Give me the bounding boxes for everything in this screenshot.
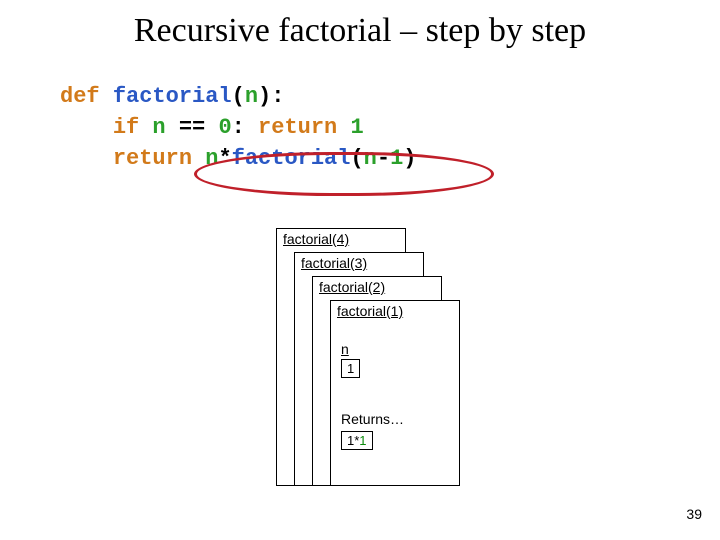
return-value-box: 1*1: [341, 431, 373, 450]
fn-name-2: factorial: [232, 146, 351, 171]
frame-3-title: factorial(1): [337, 303, 403, 319]
minus: -: [377, 146, 390, 171]
colon-2: :: [232, 115, 245, 140]
paren-open: (: [232, 84, 245, 109]
num-one: 1: [350, 115, 363, 140]
return-prefix: 1*: [347, 433, 359, 448]
paren-close: ): [258, 84, 271, 109]
frame-2-title: factorial(2): [319, 279, 385, 295]
code-block: def factorial(n): if n == 0: return 1 re…: [60, 82, 416, 174]
param-n-3: n: [205, 146, 218, 171]
var-value-box: 1: [341, 359, 360, 378]
var-label: n: [341, 341, 349, 357]
frame-0-title: factorial(4): [283, 231, 349, 247]
param-n-4: n: [364, 146, 377, 171]
param-n-2: n: [152, 115, 165, 140]
returns-label: Returns…: [341, 411, 404, 427]
frame-1-title: factorial(3): [301, 255, 367, 271]
star: *: [218, 146, 231, 171]
colon-1: :: [271, 84, 284, 109]
param-n: n: [245, 84, 258, 109]
return-suffix: 1: [359, 433, 366, 448]
fn-name: factorial: [113, 84, 232, 109]
kw-return-1: return: [258, 115, 337, 140]
paren-close-2: ): [403, 146, 416, 171]
paren-open-2: (: [350, 146, 363, 171]
slide-title: Recursive factorial – step by step: [0, 12, 720, 50]
cmp-op: ==: [179, 115, 205, 140]
num-one-2: 1: [390, 146, 403, 171]
num-zero: 0: [218, 115, 231, 140]
page-number: 39: [686, 506, 702, 522]
kw-if: if: [113, 115, 139, 140]
kw-return-2: return: [113, 146, 192, 171]
kw-def: def: [60, 84, 100, 109]
frame-3: factorial(1) n 1 Returns… 1*1: [330, 300, 460, 486]
